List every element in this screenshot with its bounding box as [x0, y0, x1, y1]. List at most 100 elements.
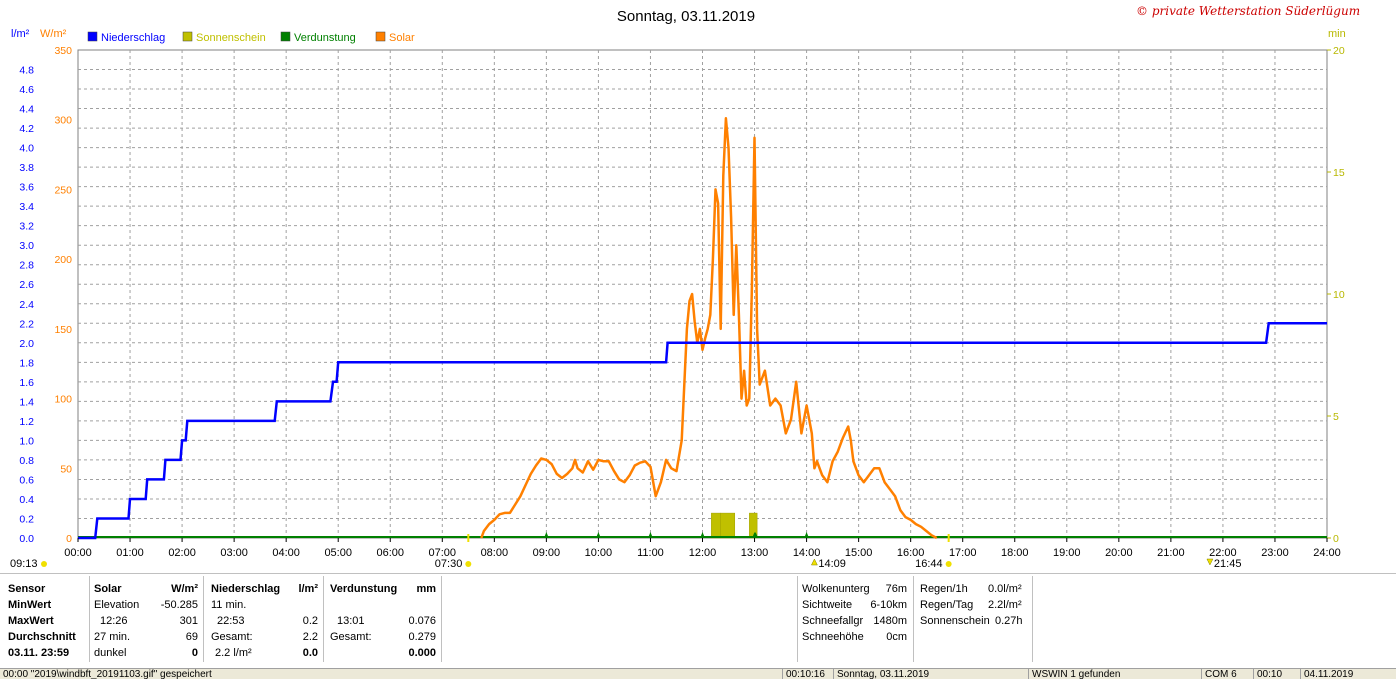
- precip-now-label: 2.2 l/m²: [215, 647, 252, 659]
- solar-tick-label: 250: [54, 184, 72, 196]
- solar-tick-label: 350: [54, 45, 72, 57]
- sunrise-marker-symbol: [465, 561, 472, 567]
- moon-marker-symbol: [1206, 558, 1214, 566]
- row-label-avg: Durchschnitt: [8, 631, 76, 643]
- sunshine-label: Sonnenschein: [920, 615, 990, 627]
- precip-min-label: 11 min.: [211, 599, 247, 611]
- x-tick-label: 06:00: [376, 547, 404, 559]
- cloud-label: Wolkenunterg: [802, 583, 870, 595]
- row-label-min: MinWert: [8, 599, 52, 611]
- precip-tick-label: 3.6: [19, 182, 34, 194]
- chart: 0.0 0.2 0.4 0.6 0.8 1.0 1.2 1.4 1.6 1.8 2.0 2.2 2.4 2…: [10, 8, 1346, 570]
- precip-tick-label: 2.6: [19, 279, 34, 291]
- sun-markers: 09:13 07:30 14:09 16:44 21:45: [10, 534, 1241, 570]
- evap-now-value: 0.000: [408, 647, 436, 659]
- unit-label-solar: W/m²: [40, 28, 67, 40]
- legend-swatch: [182, 31, 193, 42]
- x-tick-label: 09:00: [533, 547, 561, 559]
- noon-marker-label: 14:09: [818, 558, 846, 570]
- rain-day-label: Regen/Tag: [920, 599, 974, 611]
- minutes-tick-label: 10: [1333, 289, 1345, 301]
- precip-tick-label: 4.0: [19, 143, 34, 155]
- visibility-label: Sichtweite: [802, 599, 853, 611]
- rain-1h-value: 0.0l/m²: [988, 583, 1022, 595]
- sensor-header: Sensor: [8, 583, 46, 595]
- status-bar: 00:00 "2019\windbft_20191103.gif" gespei…: [0, 668, 1396, 679]
- evaporation-mark: [753, 532, 758, 537]
- precip-tick-label: 4.8: [19, 65, 34, 77]
- solar-min-value: -50.285: [160, 599, 198, 611]
- chart-legend: Niederschlag Sonnenschein Verdunstung Solar: [87, 31, 415, 44]
- precip-header: Niederschlag: [211, 583, 281, 595]
- sunshine-bar: [720, 512, 736, 539]
- row-label-max: MaxWert: [8, 615, 54, 627]
- precip-tick-label: 1.4: [19, 396, 34, 408]
- precip-max-time: 22:53: [217, 615, 245, 627]
- divider: [1032, 576, 1033, 662]
- legend-label: Solar: [389, 32, 415, 44]
- precip-tick-label: 2.2: [19, 318, 34, 330]
- x-tick-label: 00:00: [64, 547, 92, 559]
- legend-label: Niederschlag: [101, 32, 165, 44]
- x-tick-label: 13:00: [741, 547, 769, 559]
- solar-header: Solar: [94, 583, 122, 595]
- x-tick-label: 08:00: [481, 547, 509, 559]
- x-tick-label: 10:00: [585, 547, 613, 559]
- unit-label-precip: l/m²: [11, 28, 30, 40]
- sunset-marker-label: 16:44: [915, 558, 943, 570]
- minutes-tick-label: 15: [1333, 167, 1345, 179]
- evaporation-mark: [596, 532, 601, 537]
- evap-total-value: 0.279: [408, 631, 436, 643]
- marker-left-label: 09:13: [10, 558, 38, 570]
- x-tick-label: 20:00: [1105, 547, 1133, 559]
- precip-total-value: 2.2: [302, 631, 318, 643]
- marker-left-symbol: [41, 561, 47, 567]
- x-tick-label: 04:00: [272, 547, 300, 559]
- x-tick-label: 02:00: [168, 547, 196, 559]
- legend-swatch: [375, 31, 386, 42]
- solar-max-time: 12:26: [100, 615, 128, 627]
- precip-tick-label: 4.4: [19, 104, 34, 116]
- precip-tick-label: 2.8: [19, 260, 34, 272]
- solar-tick-label: 300: [54, 115, 72, 127]
- solar-tick-label: 0: [66, 533, 72, 545]
- status-message: 00:00 "2019\windbft_20191103.gif" gespei…: [3, 669, 212, 679]
- status-station: WSWIN 1 gefunden: [1028, 669, 1202, 679]
- legend-label: Verdunstung: [294, 32, 356, 44]
- snowline-value: 1480m: [873, 615, 907, 627]
- divider: [913, 576, 914, 662]
- status-clock: 00:10: [1253, 669, 1293, 679]
- precip-tick-label: 0.4: [19, 494, 34, 506]
- x-tick-label: 17:00: [949, 547, 977, 559]
- row-label-date: 03.11. 23:59: [8, 647, 70, 659]
- solar-tick-label: 150: [54, 324, 72, 336]
- minutes-tick-label: 5: [1333, 411, 1339, 423]
- plot-area: [78, 117, 1327, 540]
- precip-unit: l/m²: [298, 583, 318, 595]
- x-tick-label: 01:00: [116, 547, 144, 559]
- solar-avg-label: 27 min.: [94, 631, 131, 643]
- precip-tick-label: 2.4: [19, 299, 34, 311]
- moon-marker-label: 21:45: [1214, 558, 1242, 570]
- legend-label: Sonnenschein: [196, 32, 266, 44]
- precip-tick-label: 0.8: [19, 455, 34, 467]
- precip-tick-label: 0.6: [19, 474, 34, 486]
- precip-tick-label: 0.0: [19, 533, 34, 545]
- divider: [203, 576, 204, 662]
- precip-tick-label: 1.6: [19, 377, 34, 389]
- status-date: Sonntag, 03.11.2019: [833, 669, 987, 679]
- x-tick-label: 14:00: [793, 547, 821, 559]
- x-tick-label: 11:00: [637, 547, 664, 559]
- x-tick-label: 15:00: [845, 547, 873, 559]
- x-tick-label: 21:00: [1157, 547, 1185, 559]
- precip-tick-label: 2.0: [19, 338, 34, 350]
- plot-frame: [77, 49, 1328, 539]
- precip-tick-label: 1.0: [19, 435, 34, 447]
- x-tick-label: 22:00: [1209, 547, 1237, 559]
- copyright-text: © private Wetterstation Süderlügum: [1136, 4, 1361, 18]
- x-tick-label: 24:00: [1313, 547, 1341, 559]
- precip-tick-label: 1.8: [19, 357, 34, 369]
- evap-total-label: Gesamt:: [330, 631, 372, 643]
- solar-min-label: Elevation: [94, 599, 140, 611]
- noon-marker-symbol: [810, 558, 818, 566]
